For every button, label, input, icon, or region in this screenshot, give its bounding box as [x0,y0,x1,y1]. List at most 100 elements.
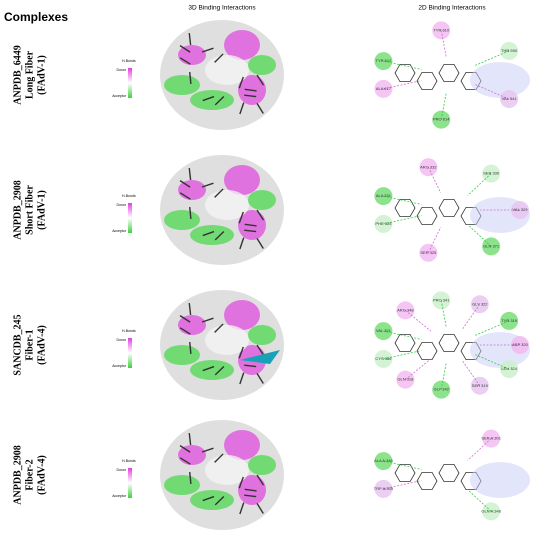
ligand-bond [238,211,244,224]
residue-label: TYR 610 [433,27,450,32]
legend-label: Acceptor [112,94,127,98]
residue-label: ALA 331 [376,193,392,198]
interaction-line [405,358,432,380]
ligand-bond [189,71,192,85]
residue-label: LEU 324 [501,366,517,371]
ligand-bond [214,496,225,506]
surface-patch [190,225,234,245]
ligand-bond [201,182,214,188]
interaction-line [475,84,510,100]
residue-label: VAL 541 [502,96,518,101]
diagram-2d: ALA A:348 SER A:301 GLN A:346 TRP A:305 [374,429,530,521]
ligand-ring [394,463,416,483]
ligand-ring [416,71,438,91]
ligand-bond [238,346,244,359]
ligand-bond [189,206,192,220]
ligand-bond [239,372,245,385]
surface-patch [178,315,206,335]
surface-patch [164,75,200,95]
ligand-bond [202,365,215,372]
ligand-bond [244,364,257,368]
ligand-bond [239,502,245,515]
ligand-bond [179,315,191,323]
ligand-bond [179,445,191,453]
ligand-bond [188,433,192,446]
ligand-bond [214,188,224,198]
legend-title: H-Bonds [122,459,136,463]
surface-patch [178,445,206,465]
ligand-bond [202,230,215,237]
ligand-bond [239,237,245,250]
interaction-line [462,304,481,329]
interaction-line [475,320,510,336]
residue-label: GLN 318 [397,377,414,382]
ligand-ring [416,341,438,361]
complex-label: Fiber-1 [24,329,35,360]
residue [432,110,451,129]
interaction-line [467,489,492,512]
ligand-bond [201,317,214,323]
residue-label: VAL 329 [513,207,529,212]
interaction-line [462,361,481,386]
interaction-line [467,173,492,196]
legend-title: H-Bonds [122,194,136,198]
ligand-ring [394,63,416,83]
residue-label: SER 319 [472,383,489,388]
surface-patch [248,325,276,345]
ligand-bond [256,344,265,356]
surface-3d [160,290,284,400]
complex-label: Fiber-2 [24,459,35,490]
interaction-line [428,226,442,253]
ligand-bond [256,372,264,384]
residue-label: ASP 320 [512,342,528,347]
residue-label: SER 325 [420,250,437,255]
surface-3d [160,420,284,530]
surface-patch [164,475,200,495]
ligand-bond [256,237,264,249]
residue-label: TRP A:305 [374,486,394,491]
ligand-bond [188,33,192,46]
residue-label: ARG 348 [397,307,414,312]
surface-patch [164,345,200,365]
residue-label: GLY 322 [472,301,488,306]
ligand-bond [214,96,225,106]
residue-label: VAL 321 [376,328,392,333]
ligand-bond [244,94,257,98]
interaction-halo [470,62,530,98]
residue-label: SER A:301 [481,436,501,441]
residue-label: TYR 612 [376,58,393,63]
surface-3d [160,20,284,130]
ligand-bond [256,502,264,514]
complex-label: (FAdV-1) [36,190,47,230]
interaction-line [405,310,432,332]
column-header: 3D Binding Interactions [188,5,256,12]
interaction-line [383,480,422,490]
interaction-line [440,362,447,390]
surface-patch [248,55,276,75]
ligand-bond [214,53,224,63]
legend-label: Acceptor [112,229,127,233]
ligand-ring [394,333,416,353]
legend-label: Donor [116,338,126,342]
ligand-ring [394,198,416,218]
surface-patch [205,325,249,355]
complex-label: ANPDB_2908 [12,445,23,504]
diagram-2d: VAL 321 ARG 348 PRO 341 GLY 322 TYR 319 ASP 3… [374,291,530,399]
ligand-bond [179,192,191,200]
complex-label: SANCDB_245 [12,314,23,375]
complex-label: ANPDB_6449 [12,45,23,104]
ligand-ring [438,63,460,83]
residue-label: GLN A:346 [481,508,501,513]
ligand-bond [244,494,257,498]
interaction-line [475,50,510,66]
surface-patch [248,190,276,210]
ligand-bond [238,476,244,489]
residue-label: ALA A:348 [374,458,393,463]
ligand-bond [188,168,192,181]
surface-patch [205,55,249,85]
ligand-bond [188,303,192,316]
interaction-line [383,460,422,470]
residue-label: CYS 366 [375,356,392,361]
ligand-bond [179,57,191,65]
surface-patch [178,180,206,200]
